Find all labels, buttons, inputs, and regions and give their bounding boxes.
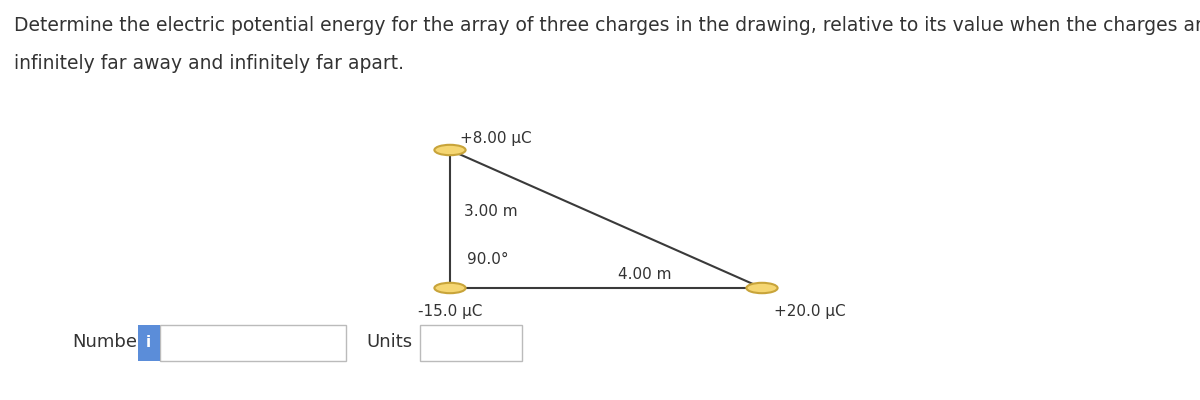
Text: 90.0°: 90.0° xyxy=(467,252,509,267)
Text: Determine the electric potential energy for the array of three charges in the dr: Determine the electric potential energy … xyxy=(14,16,1200,35)
Text: +8.00 μC: +8.00 μC xyxy=(460,131,532,146)
FancyBboxPatch shape xyxy=(160,325,346,361)
FancyBboxPatch shape xyxy=(138,325,160,361)
Text: ∨: ∨ xyxy=(500,336,510,349)
Circle shape xyxy=(434,145,466,155)
Text: 3.00 m: 3.00 m xyxy=(464,204,518,218)
FancyBboxPatch shape xyxy=(420,325,522,361)
Circle shape xyxy=(434,283,466,293)
Circle shape xyxy=(746,283,778,293)
Text: -15.0 μC: -15.0 μC xyxy=(418,304,482,319)
Text: i: i xyxy=(146,335,151,350)
Text: Number: Number xyxy=(72,333,144,351)
Text: +20.0 μC: +20.0 μC xyxy=(774,304,846,319)
Text: Units: Units xyxy=(366,333,412,351)
Text: 4.00 m: 4.00 m xyxy=(618,267,672,282)
Text: infinitely far away and infinitely far apart.: infinitely far away and infinitely far a… xyxy=(14,54,404,73)
